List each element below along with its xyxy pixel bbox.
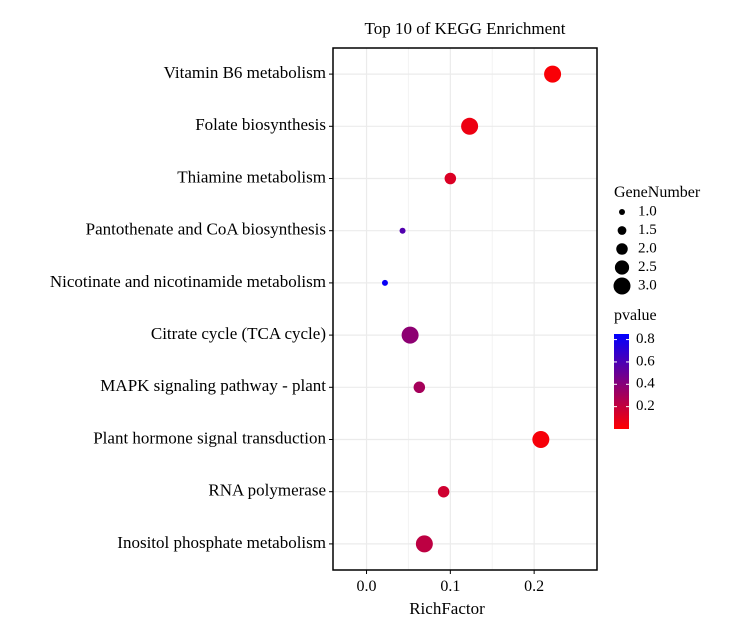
y-category-label: Citrate cycle (TCA cycle) bbox=[151, 324, 326, 343]
data-point bbox=[532, 431, 550, 448]
y-category-label: Vitamin B6 metabolism bbox=[164, 63, 326, 82]
y-category-label: Folate biosynthesis bbox=[195, 115, 326, 134]
data-point bbox=[415, 535, 433, 553]
y-category-label: Thiamine metabolism bbox=[177, 167, 326, 186]
size-legend-title: GeneNumber bbox=[614, 184, 701, 201]
data-point bbox=[461, 117, 479, 135]
size-legend-label: 1.5 bbox=[638, 222, 657, 238]
size-legend-key bbox=[619, 209, 625, 215]
size-legend-key bbox=[617, 226, 627, 235]
x-tick-label: 0.1 bbox=[440, 578, 460, 595]
colorbar-label: 0.8 bbox=[636, 331, 655, 347]
size-legend-label: 2.0 bbox=[638, 240, 657, 256]
size-legend-label: 1.0 bbox=[638, 203, 657, 219]
data-point bbox=[399, 227, 406, 234]
y-category-label: MAPK signaling pathway - plant bbox=[100, 376, 326, 395]
y-category-label: RNA polymerase bbox=[208, 481, 326, 500]
data-point bbox=[437, 485, 450, 498]
data-point bbox=[444, 172, 457, 185]
size-legend-key bbox=[616, 243, 628, 255]
y-category-label: Plant hormone signal transduction bbox=[93, 428, 326, 447]
colorbar-label: 0.2 bbox=[636, 398, 655, 414]
color-legend-title: pvalue bbox=[614, 307, 657, 324]
size-legend-label: 2.5 bbox=[638, 259, 657, 275]
colorbar-label: 0.4 bbox=[636, 376, 655, 392]
size-legend-label: 3.0 bbox=[638, 277, 657, 293]
chart-title: Top 10 of KEGG Enrichment bbox=[365, 19, 566, 38]
pvalue-colorbar bbox=[614, 334, 629, 429]
data-point bbox=[401, 326, 419, 344]
size-legend-key bbox=[613, 277, 631, 295]
y-category-label: Nicotinate and nicotinamide metabolism bbox=[50, 272, 326, 291]
plot-frame bbox=[332, 47, 598, 571]
data-point bbox=[544, 65, 562, 83]
data-point bbox=[381, 279, 388, 286]
x-axis-title: RichFactor bbox=[409, 599, 485, 618]
size-legend-key bbox=[614, 260, 630, 275]
y-category-label: Inositol phosphate metabolism bbox=[117, 533, 326, 552]
data-point bbox=[413, 381, 426, 394]
x-tick-label: 0.0 bbox=[357, 578, 377, 595]
colorbar-label: 0.6 bbox=[636, 353, 655, 369]
y-category-label: Pantothenate and CoA biosynthesis bbox=[86, 220, 326, 239]
x-tick-label: 0.2 bbox=[524, 578, 544, 595]
